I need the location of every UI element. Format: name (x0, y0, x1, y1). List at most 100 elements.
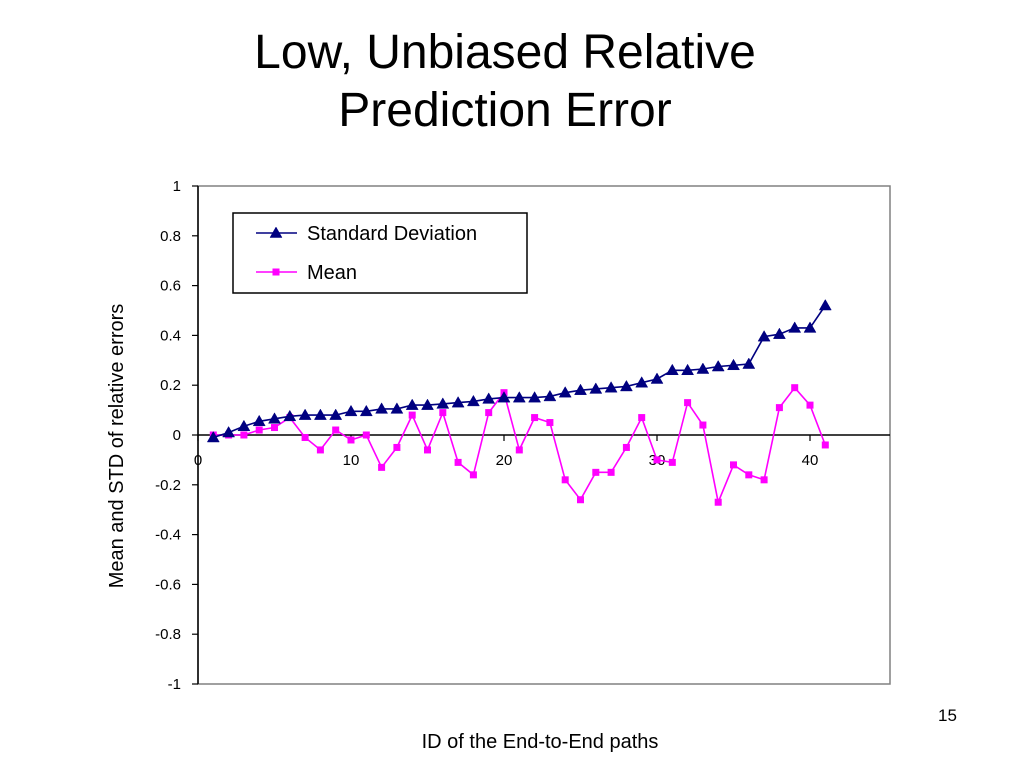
data-point-standard-deviation (359, 404, 373, 417)
data-point-standard-deviation (512, 391, 526, 403)
data-point-standard-deviation (696, 362, 710, 374)
data-point-standard-deviation (528, 391, 542, 403)
data-point-standard-deviation (681, 363, 695, 376)
data-point-mean (408, 411, 416, 419)
legend-marker-standard-deviation (269, 226, 283, 238)
data-point-standard-deviation (711, 360, 725, 372)
data-point-mean (362, 431, 370, 439)
data-point-standard-deviation (436, 397, 450, 409)
data-point-mean (240, 431, 248, 439)
data-point-mean (546, 419, 554, 427)
data-point-mean (531, 414, 539, 422)
y-tick-label: -0.2 (155, 477, 181, 494)
legend-label-mean: Mean (307, 262, 357, 284)
data-point-standard-deviation (543, 389, 557, 402)
data-point-standard-deviation (589, 382, 603, 394)
y-tick-label: -0.4 (155, 527, 181, 544)
data-point-mean (515, 446, 523, 454)
data-point-standard-deviation (421, 398, 434, 410)
series-layer (206, 299, 832, 506)
data-point-standard-deviation (803, 321, 817, 333)
data-point-standard-deviation (650, 372, 664, 384)
x-tick-label: 0 (194, 452, 202, 469)
slide-number: 15 (938, 706, 957, 725)
data-point-mean (469, 471, 477, 479)
y-axis-title: Mean and STD of relative errors (106, 304, 128, 589)
x-tick-label: 10 (343, 452, 360, 469)
data-point-standard-deviation (772, 327, 786, 339)
data-point-mean (760, 476, 768, 484)
slide-title-line-1: Low, Unbiased Relative (254, 26, 756, 79)
data-point-mean (301, 433, 309, 441)
data-point-mean (561, 476, 569, 484)
data-point-standard-deviation (727, 358, 740, 371)
data-point-mean (806, 401, 814, 409)
legend-swatches (256, 226, 297, 276)
data-point-mean (821, 441, 829, 449)
data-point-standard-deviation (818, 299, 832, 311)
data-point-standard-deviation (451, 396, 465, 408)
series-standard-deviation (206, 299, 832, 443)
data-point-standard-deviation (268, 412, 281, 424)
y-tick-label: 0.6 (160, 278, 181, 295)
data-point-standard-deviation (619, 379, 633, 392)
data-point-standard-deviation (375, 402, 389, 414)
data-point-standard-deviation (344, 404, 358, 417)
data-point-mean (684, 399, 692, 407)
data-point-mean (592, 468, 600, 476)
data-point-mean (668, 458, 676, 466)
data-point-standard-deviation (574, 383, 587, 395)
y-tick-label: -1 (168, 676, 181, 693)
legend-marker-mean (272, 268, 280, 276)
data-point-mean (393, 443, 401, 451)
data-point-mean (378, 463, 386, 471)
data-point-mean (714, 498, 722, 506)
data-point-mean (271, 424, 278, 432)
data-point-standard-deviation (665, 363, 679, 376)
data-point-mean (347, 436, 355, 444)
data-point-standard-deviation (298, 408, 312, 420)
data-point-mean (730, 461, 737, 469)
data-point-mean (439, 409, 447, 417)
legend-box (232, 212, 528, 294)
data-point-mean (454, 458, 462, 466)
y-tick-label: 1 (173, 178, 181, 195)
x-axis-title: ID of the End-to-End paths (422, 731, 659, 753)
data-point-standard-deviation (405, 398, 419, 410)
data-point-mean (577, 496, 584, 504)
y-tick-label: 0.4 (160, 327, 181, 344)
data-point-mean (316, 446, 324, 454)
data-point-standard-deviation (466, 394, 480, 407)
data-point-standard-deviation (757, 330, 771, 342)
data-point-standard-deviation (604, 381, 618, 393)
data-point-mean (638, 414, 646, 422)
data-point-standard-deviation (252, 414, 266, 427)
data-point-standard-deviation (329, 408, 343, 420)
data-point-mean (424, 446, 431, 454)
data-point-mean (775, 404, 783, 412)
data-point-standard-deviation (237, 419, 251, 432)
y-tick-label: -0.6 (155, 576, 181, 593)
data-point-standard-deviation (206, 430, 220, 443)
data-point-standard-deviation (390, 402, 404, 414)
data-point-standard-deviation (283, 409, 297, 422)
data-point-standard-deviation (635, 376, 649, 388)
y-tick-label: 0.2 (160, 377, 181, 394)
x-tick-label: 40 (802, 452, 819, 469)
y-tick-label: -0.8 (155, 626, 181, 643)
data-point-mean (745, 471, 753, 479)
data-point-standard-deviation (482, 392, 496, 404)
slide-title: Low, Unbiased Relative Prediction Error (0, 24, 1010, 140)
legend-label-standard-deviation: Standard Deviation (307, 223, 477, 245)
data-point-mean (699, 421, 707, 429)
y-tick-label: 0.8 (160, 228, 181, 245)
data-point-mean (653, 456, 661, 464)
y-tick-label: 0 (173, 427, 181, 444)
data-point-mean (255, 426, 263, 434)
data-point-mean (332, 426, 340, 434)
data-point-mean (485, 409, 493, 417)
data-point-standard-deviation (558, 386, 572, 398)
x-tick-label: 20 (496, 452, 513, 469)
